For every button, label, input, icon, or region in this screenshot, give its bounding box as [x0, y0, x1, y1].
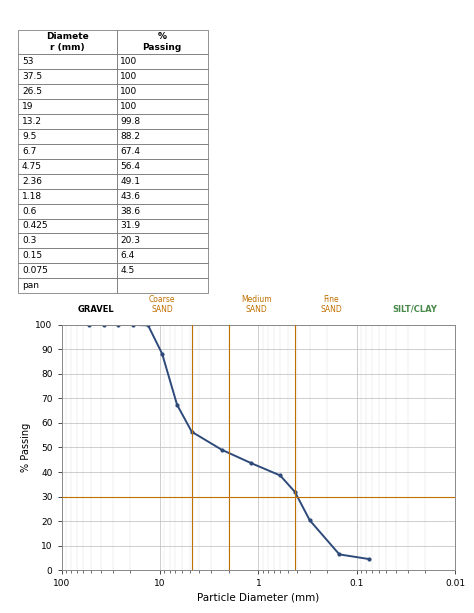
Text: GRAVEL: GRAVEL	[77, 305, 114, 314]
X-axis label: Particle Diameter (mm): Particle Diameter (mm)	[197, 592, 319, 603]
Text: Medium
SAND: Medium SAND	[241, 295, 272, 314]
Text: Fine
SAND: Fine SAND	[320, 295, 342, 314]
Text: Coarse
SAND: Coarse SAND	[149, 295, 175, 314]
Y-axis label: % Passing: % Passing	[21, 423, 31, 472]
Text: SILT/CLAY: SILT/CLAY	[392, 305, 438, 314]
